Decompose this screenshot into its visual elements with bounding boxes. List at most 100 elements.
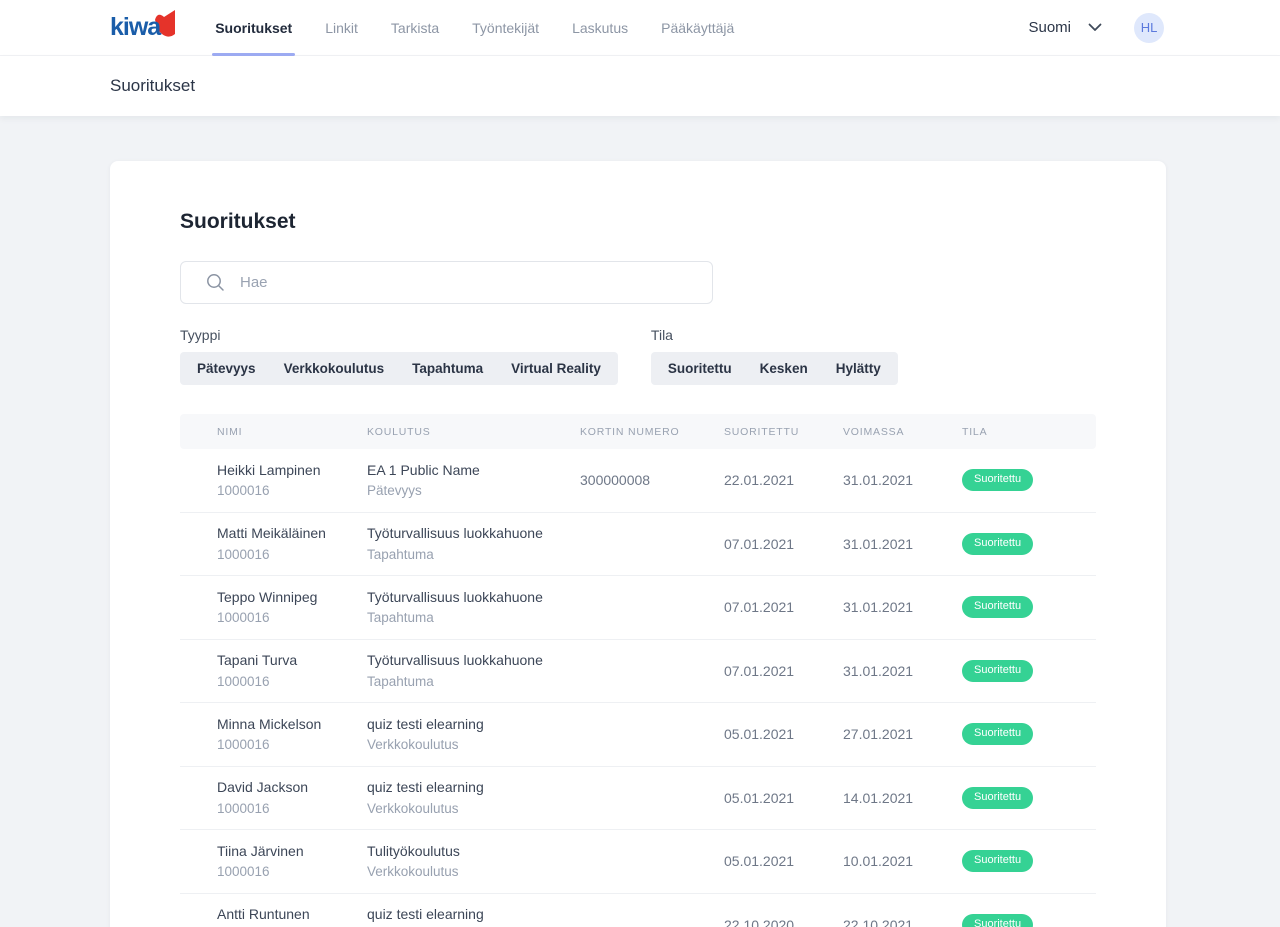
nav-item-paakayttaja[interactable]: Pääkäyttäjä bbox=[661, 19, 735, 36]
cell-completed: 05.01.2021 bbox=[724, 726, 795, 743]
filter-btn-verkkokoulutus[interactable]: Verkkokoulutus bbox=[270, 352, 399, 385]
cell-name: Tapani Turva 1000016 bbox=[217, 652, 298, 689]
filter-btn-patevyys[interactable]: Pätevyys bbox=[183, 352, 270, 385]
cell-valid-until: 27.01.2021 bbox=[843, 726, 914, 743]
filter-btn-suoritettu[interactable]: Suoritettu bbox=[654, 352, 746, 385]
table-row[interactable]: Tapani Turva 1000016 Työturvallisuus luo… bbox=[180, 640, 1096, 703]
performances-card: Suoritukset Tyyppi Pätevyys Verkkokoulut… bbox=[110, 161, 1166, 927]
avatar-initials: HL bbox=[1140, 20, 1158, 35]
col-voimassa: VOIMASSA bbox=[843, 425, 905, 438]
nav-item-tyontekijat[interactable]: Työntekijät bbox=[472, 19, 540, 36]
cell-status: Suoritettu bbox=[962, 659, 1096, 682]
nav-item-suoritukset[interactable]: Suoritukset bbox=[212, 0, 296, 56]
cell-status: Suoritettu bbox=[962, 469, 1096, 492]
cell-status: Suoritettu bbox=[962, 723, 1096, 746]
kiwa-logo[interactable]: kiwa bbox=[110, 10, 177, 43]
nav-item-linkit[interactable]: Linkit bbox=[325, 19, 358, 36]
page-title: Suoritukset bbox=[110, 76, 196, 95]
cell-completed: 22.10.2020 bbox=[724, 916, 795, 927]
cell-valid-until: 22.10.2021 bbox=[843, 916, 914, 927]
page-subheader: Suoritukset bbox=[0, 56, 1280, 116]
filter-group-status: Tila Suoritettu Kesken Hylätty bbox=[650, 327, 898, 385]
status-badge: Suoritettu bbox=[962, 913, 1034, 927]
cell-course: Tulityökoulutus Verkkokoulutus bbox=[367, 842, 460, 880]
table-header: NIMI KOULUTUS KORTIN NUMERO SUORITETTU V… bbox=[180, 414, 1096, 449]
cell-course: quiz testi elearning Verkkokoulutus bbox=[367, 906, 484, 923]
kiwa-logo-text: kiwa bbox=[110, 13, 161, 41]
cell-status: Suoritettu bbox=[962, 913, 1096, 927]
table-row[interactable]: Minna Mickelson 1000016 quiz testi elear… bbox=[180, 703, 1096, 767]
col-tila: TILA bbox=[962, 425, 988, 438]
status-badge: Suoritettu bbox=[962, 786, 1034, 809]
search-icon bbox=[206, 273, 225, 292]
filter-btn-hylatty[interactable]: Hylätty bbox=[822, 352, 895, 385]
cell-completed: 07.01.2021 bbox=[724, 662, 795, 679]
cell-completed: 22.01.2021 bbox=[724, 472, 795, 489]
status-badge: Suoritettu bbox=[962, 723, 1034, 746]
filter-group-type: Tyyppi Pätevyys Verkkokoulutus Tapahtuma… bbox=[180, 327, 618, 385]
table-row[interactable]: David Jackson 1000016 quiz testi elearni… bbox=[180, 767, 1096, 830]
cell-name: Heikki Lampinen 1000016 bbox=[217, 461, 321, 499]
main-nav: Suoritukset Linkit Tarkista Työntekijät … bbox=[212, 0, 735, 56]
cell-valid-until: 14.01.2021 bbox=[843, 789, 914, 806]
cell-valid-until: 31.01.2021 bbox=[843, 472, 914, 489]
navbar-right: Suomi HL bbox=[1028, 12, 1164, 43]
filters: Tyyppi Pätevyys Verkkokoulutus Tapahtuma… bbox=[180, 327, 1096, 385]
cell-course: Työturvallisuus luokkahuone Tapahtuma bbox=[367, 588, 543, 626]
cell-name: Tiina Järvinen 1000016 bbox=[217, 842, 304, 880]
col-nimi: NIMI bbox=[217, 425, 243, 438]
filter-status-label: Tila bbox=[650, 327, 673, 343]
cell-course: Työturvallisuus luokkahuone Tapahtuma bbox=[367, 525, 543, 562]
cell-completed: 07.01.2021 bbox=[724, 535, 795, 552]
nav-item-tarkista[interactable]: Tarkista bbox=[390, 19, 440, 36]
table-row[interactable]: Matti Meikäläinen 1000016 Työturvallisuu… bbox=[180, 513, 1096, 576]
cell-course: EA 1 Public Name Pätevyys bbox=[367, 461, 480, 499]
cell-name: David Jackson 1000016 bbox=[217, 779, 309, 816]
col-suoritettu: SUORITETTU bbox=[724, 425, 800, 438]
cell-status: Suoritettu bbox=[962, 786, 1096, 809]
card-title: Suoritukset bbox=[180, 210, 296, 233]
cell-valid-until: 10.01.2021 bbox=[843, 853, 914, 870]
avatar[interactable]: HL bbox=[1134, 12, 1164, 43]
cell-course: quiz testi elearning Verkkokoulutus bbox=[367, 715, 484, 753]
cell-valid-until: 31.01.2021 bbox=[843, 599, 914, 616]
status-badge: Suoritettu bbox=[962, 596, 1034, 619]
search-input[interactable] bbox=[240, 262, 712, 303]
status-badge: Suoritettu bbox=[962, 532, 1034, 555]
table-row[interactable]: Teppo Winnipeg 1000016 Työturvallisuus l… bbox=[180, 576, 1096, 640]
cell-status: Suoritettu bbox=[962, 850, 1096, 873]
cell-name: Matti Meikäläinen 1000016 bbox=[217, 525, 326, 562]
cell-name: Antti Runtunen 1000012 bbox=[217, 906, 310, 923]
cell-course: Työturvallisuus luokkahuone Tapahtuma bbox=[367, 652, 543, 689]
cell-completed: 05.01.2021 bbox=[724, 789, 795, 806]
filter-status-options: Suoritettu Kesken Hylätty bbox=[650, 352, 898, 385]
search-box bbox=[180, 261, 713, 304]
nav-item-laskutus[interactable]: Laskutus bbox=[572, 19, 629, 36]
kiwa-logo-flag-icon bbox=[153, 8, 177, 43]
filter-btn-kesken[interactable]: Kesken bbox=[746, 352, 822, 385]
cell-name: Minna Mickelson 1000016 bbox=[217, 715, 322, 753]
cell-completed: 05.01.2021 bbox=[724, 853, 795, 870]
status-badge: Suoritettu bbox=[962, 469, 1034, 492]
status-badge: Suoritettu bbox=[962, 659, 1034, 682]
cell-course: quiz testi elearning Verkkokoulutus bbox=[367, 779, 484, 816]
main-content: Suoritukset Tyyppi Pätevyys Verkkokoulut… bbox=[0, 116, 1280, 927]
language-selector[interactable]: Suomi bbox=[1028, 19, 1102, 36]
cell-completed: 07.01.2021 bbox=[724, 599, 795, 616]
table-row[interactable]: Heikki Lampinen 1000016 EA 1 Public Name… bbox=[180, 449, 1096, 513]
cell-valid-until: 31.01.2021 bbox=[843, 535, 914, 552]
col-koulutus: KOULUTUS bbox=[367, 425, 431, 438]
cell-status: Suoritettu bbox=[962, 532, 1096, 555]
cell-name: Teppo Winnipeg 1000016 bbox=[217, 588, 318, 626]
cell-valid-until: 31.01.2021 bbox=[843, 662, 914, 679]
filter-btn-virtual-reality[interactable]: Virtual Reality bbox=[497, 352, 615, 385]
filter-type-options: Pätevyys Verkkokoulutus Tapahtuma Virtua… bbox=[180, 352, 618, 385]
language-label: Suomi bbox=[1028, 19, 1071, 36]
col-kortin-numero: KORTIN NUMERO bbox=[580, 425, 680, 438]
filter-btn-tapahtuma[interactable]: Tapahtuma bbox=[398, 352, 497, 385]
table-row[interactable]: Tiina Järvinen 1000016 Tulityökoulutus V… bbox=[180, 830, 1096, 894]
chevron-down-icon bbox=[1088, 23, 1102, 32]
table-row[interactable]: Antti Runtunen 1000012 quiz testi elearn… bbox=[180, 894, 1096, 927]
status-badge: Suoritettu bbox=[962, 850, 1034, 873]
filter-type-label: Tyyppi bbox=[180, 327, 221, 343]
